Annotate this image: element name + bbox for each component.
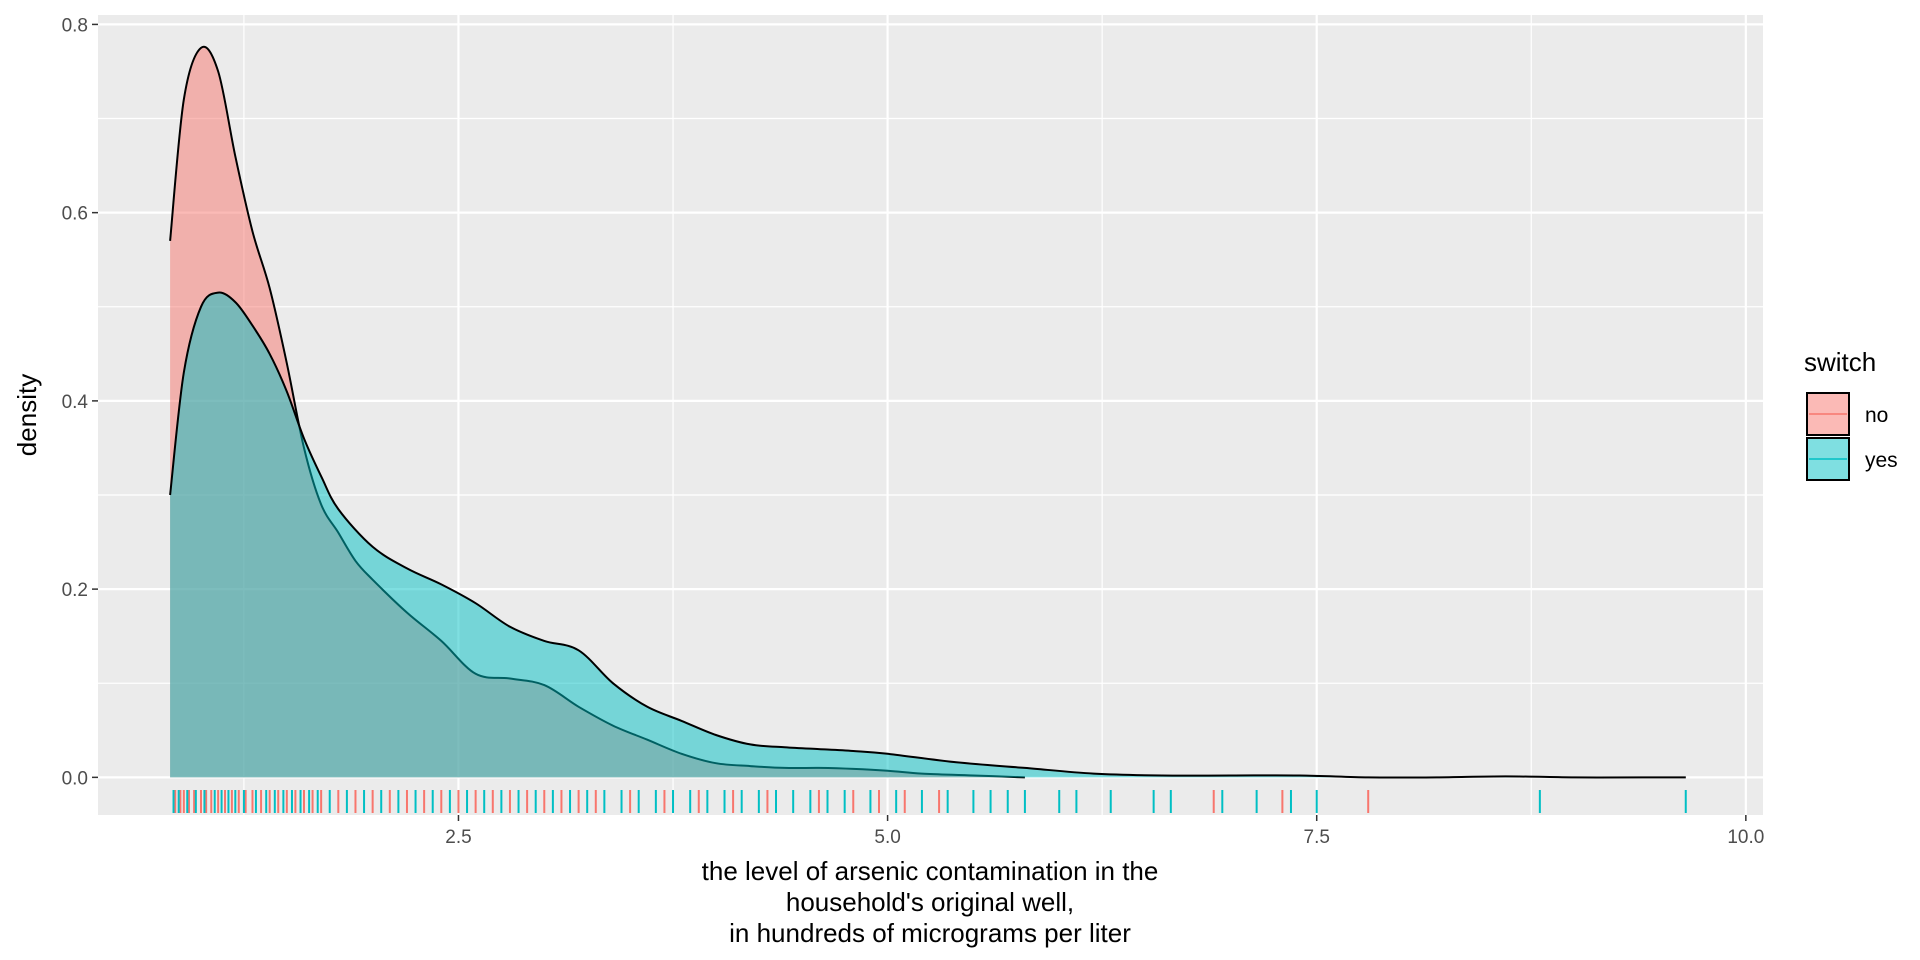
density-line-yes	[169, 291, 1686, 779]
legend-item-no: no	[1806, 392, 1888, 436]
y-tick-label: 0.6	[62, 204, 88, 225]
y-axis-title: density	[12, 374, 42, 456]
x-tick-label: 5.0	[874, 827, 900, 848]
legend-item-yes: yes	[1806, 437, 1898, 481]
y-tick-label: 0.4	[62, 392, 89, 413]
x-axis-title-line-1: the level of arsenic contamination in th…	[702, 856, 1159, 886]
y-tick-label: 0.2	[62, 580, 88, 601]
density-areas	[169, 45, 1686, 779]
y-axis: 0.0 0.2 0.4 0.6 0.8	[62, 15, 98, 789]
rug-marks	[172, 790, 1687, 813]
x-axis-title-line-3: in hundreds of micrograms per liter	[729, 918, 1131, 948]
legend: switch no yes	[1804, 347, 1898, 481]
legend-title: switch	[1804, 347, 1876, 377]
x-axis-title-line-2: household's original well,	[786, 887, 1074, 917]
y-tick-label: 0.8	[62, 15, 88, 36]
x-axis: 2.5 5.0 7.5 10.0	[445, 815, 1764, 848]
density-area-yes	[170, 292, 1686, 778]
y-tick-label: 0.0	[62, 768, 88, 789]
x-tick-label: 7.5	[1304, 827, 1330, 848]
x-tick-label: 10.0	[1727, 827, 1764, 848]
legend-label-no: no	[1865, 404, 1888, 427]
legend-label-yes: yes	[1865, 449, 1898, 472]
x-tick-label: 2.5	[445, 827, 471, 848]
